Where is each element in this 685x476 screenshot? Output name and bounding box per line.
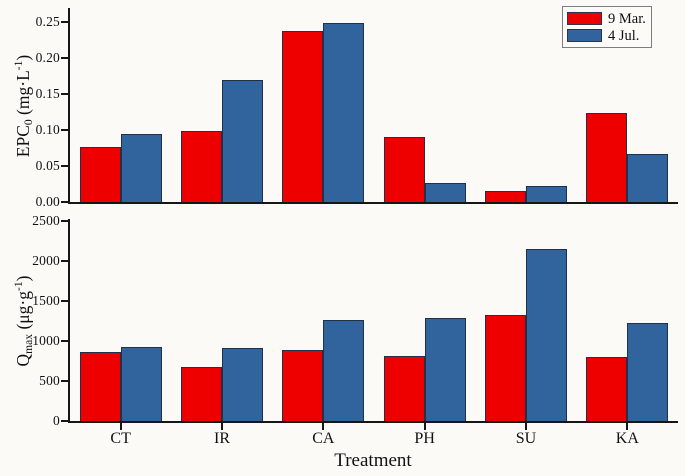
x-tick-mark <box>626 423 629 430</box>
y-tick-label: 0.00 <box>35 194 60 209</box>
y-tick-mark <box>61 340 68 342</box>
y-tick-mark <box>61 380 68 382</box>
qmax-chart-panel <box>61 219 678 430</box>
y-tick-mark <box>61 260 68 262</box>
legend-swatch-4-jul <box>567 29 602 42</box>
bar-su-9-mar <box>485 315 526 421</box>
bar-ph-4-jul <box>424 183 466 202</box>
y-tick-label: 0.20 <box>35 49 60 65</box>
y-tick-mark <box>61 128 68 131</box>
y-tick-mark <box>61 56 68 59</box>
y-tick-label: 1500 <box>32 293 60 308</box>
x-tick-mark <box>221 423 223 430</box>
category-label-ka: KA <box>615 430 639 447</box>
y-tick-label: 0.25 <box>35 13 60 29</box>
bar-su-4-jul <box>526 249 567 421</box>
axis-title-fragment: Q <box>12 353 33 367</box>
legend: 9 Mar. 4 Jul. <box>562 6 652 48</box>
bar-ir-9-mar <box>181 131 222 202</box>
y-tick-label: 0.05 <box>35 157 60 173</box>
bar-ca-9-mar <box>282 349 324 421</box>
y-tick-label: 1000 <box>32 333 60 348</box>
y-tick-label: 2000 <box>32 253 60 268</box>
legend-entry-9-mar: 9 Mar. <box>567 10 646 27</box>
y-tick-mark <box>61 201 68 203</box>
category-label-ca: CA <box>312 430 335 447</box>
x-tick-mark <box>423 423 426 430</box>
x-axis-title: Treatment <box>334 450 412 471</box>
bar-ct-9-mar <box>79 147 121 202</box>
y-tick-label: 0.10 <box>35 121 60 137</box>
y-tick-mark <box>61 164 68 167</box>
y-tick-label: 500 <box>39 373 60 388</box>
x-tick-mark <box>525 423 527 430</box>
bar-ct-4-jul <box>120 133 162 202</box>
y-tick-label: 0 <box>53 413 60 428</box>
x-tick-mark <box>119 423 122 430</box>
bar-ct-4-jul <box>120 346 162 421</box>
bar-ka-9-mar <box>586 113 628 202</box>
y-tick-mark <box>61 300 68 302</box>
category-label-su: SU <box>515 430 537 447</box>
qmax-y-axis-title: Qmax (μg·g-1) <box>8 219 40 423</box>
category-label-ir: IR <box>214 430 230 447</box>
bar-ct-9-mar <box>79 352 121 421</box>
bar-ca-9-mar <box>282 31 324 202</box>
epc0-chart-panel <box>61 8 678 204</box>
bar-su-4-jul <box>526 186 567 202</box>
bar-ka-9-mar <box>586 357 628 421</box>
legend-swatch-9-mar <box>567 12 602 25</box>
y-tick-label: 0.15 <box>35 85 60 101</box>
y-tick-mark <box>61 220 68 222</box>
x-tick-mark <box>322 423 325 430</box>
axis-title-fragment: ) <box>12 275 33 282</box>
category-label-ph: PH <box>414 430 435 447</box>
legend-entry-4-jul: 4 Jul. <box>567 27 646 44</box>
y-tick-mark <box>61 420 68 422</box>
bar-ph-9-mar <box>383 356 425 421</box>
bar-ca-4-jul <box>323 320 365 421</box>
category-label-ct: CT <box>110 430 131 447</box>
y-tick-mark <box>61 92 68 95</box>
bar-ka-4-jul <box>627 322 669 421</box>
y-tick-mark <box>61 20 68 23</box>
bar-ka-4-jul <box>627 153 669 202</box>
y-tick-label: 2500 <box>32 213 60 228</box>
bar-ca-4-jul <box>323 23 365 202</box>
bar-ph-9-mar <box>383 137 425 202</box>
bar-su-9-mar <box>485 191 526 202</box>
legend-label: 9 Mar. <box>608 10 646 27</box>
bar-ir-9-mar <box>181 366 222 421</box>
bar-ph-4-jul <box>424 317 466 421</box>
axis-title-fragment: -1 <box>13 281 25 291</box>
legend-label: 4 Jul. <box>608 27 640 44</box>
bar-ir-4-jul <box>222 80 263 202</box>
bar-ir-4-jul <box>222 348 263 421</box>
